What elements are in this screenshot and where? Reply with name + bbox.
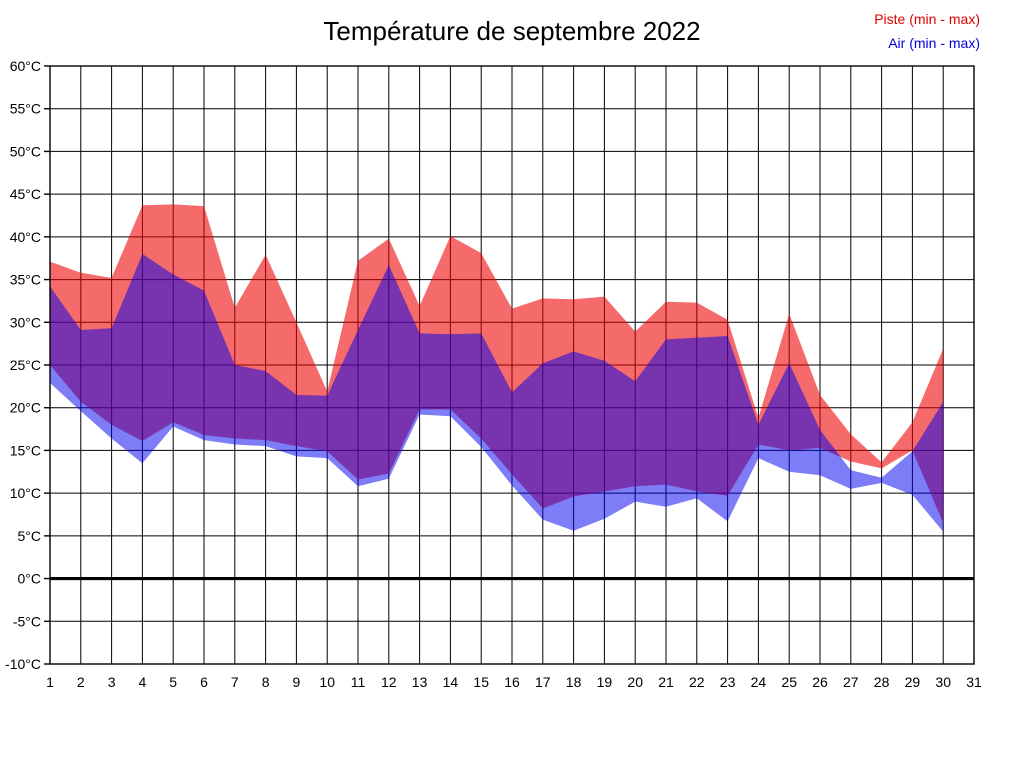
y-tick-label: 5°C <box>18 528 42 544</box>
x-tick-label: 7 <box>231 674 239 690</box>
x-tick-label: 25 <box>781 674 797 690</box>
air-band <box>50 253 944 532</box>
y-tick-label: 30°C <box>10 314 41 330</box>
x-tick-label: 20 <box>627 674 643 690</box>
x-tick-label: 26 <box>812 674 828 690</box>
legend-item-air: Air (min - max) <box>874 31 980 55</box>
x-tick-label: 22 <box>689 674 705 690</box>
y-tick-label: -5°C <box>13 613 41 629</box>
y-tick-label: 50°C <box>10 143 41 159</box>
x-tick-label: 30 <box>935 674 951 690</box>
x-tick-label: 16 <box>504 674 520 690</box>
x-tick-label: 28 <box>874 674 890 690</box>
x-tick-label: 23 <box>720 674 736 690</box>
y-tick-label: 10°C <box>10 485 41 501</box>
y-tick-label: 25°C <box>10 357 41 373</box>
y-tick-label: 20°C <box>10 400 41 416</box>
x-tick-label: 15 <box>473 674 489 690</box>
x-tick-label: 21 <box>658 674 674 690</box>
x-tick-label: 3 <box>108 674 116 690</box>
x-tick-label: 8 <box>262 674 270 690</box>
y-tick-label: 35°C <box>10 272 41 288</box>
x-tick-label: 13 <box>412 674 428 690</box>
y-tick-label: 15°C <box>10 442 41 458</box>
y-tick-label: -10°C <box>5 656 41 672</box>
x-tick-label: 12 <box>381 674 397 690</box>
chart-title: Température de septembre 2022 <box>323 16 701 46</box>
x-tick-label: 1 <box>46 674 54 690</box>
legend-item-piste: Piste (min - max) <box>874 7 980 31</box>
y-tick-label: 0°C <box>18 571 42 587</box>
y-tick-label: 45°C <box>10 186 41 202</box>
x-axis: 1 2 3 4 5 6 7 8 9 10 11 12 13 14 15 16 17 18 19 20 21 22 23 24 2… <box>46 674 982 690</box>
x-tick-label: 24 <box>751 674 767 690</box>
x-tick-label: 2 <box>77 674 85 690</box>
x-tick-label: 31 <box>966 674 982 690</box>
x-tick-label: 14 <box>443 674 459 690</box>
x-tick-label: 4 <box>139 674 147 690</box>
x-tick-label: 9 <box>293 674 301 690</box>
y-tick-label: 55°C <box>10 101 41 117</box>
chart-legend: Piste (min - max) Air (min - max) <box>874 7 980 55</box>
x-tick-label: 5 <box>169 674 177 690</box>
x-tick-label: 6 <box>200 674 208 690</box>
x-tick-label: 29 <box>905 674 921 690</box>
x-tick-label: 11 <box>351 674 366 690</box>
y-tick-label: 40°C <box>10 229 41 245</box>
y-axis: 60°C 55°C 50°C 45°C 40°C 35°C 30°C 25°C 20°C 15°C… <box>5 58 50 672</box>
x-tick-label: 18 <box>566 674 582 690</box>
x-tick-label: 27 <box>843 674 859 690</box>
legend-label-air: Air (min - max) <box>888 35 980 51</box>
y-tick-label: 60°C <box>10 58 41 74</box>
x-tick-label: 17 <box>535 674 551 690</box>
x-tick-label: 19 <box>597 674 613 690</box>
legend-label-piste: Piste (min - max) <box>874 11 980 27</box>
x-tick-label: 10 <box>319 674 335 690</box>
